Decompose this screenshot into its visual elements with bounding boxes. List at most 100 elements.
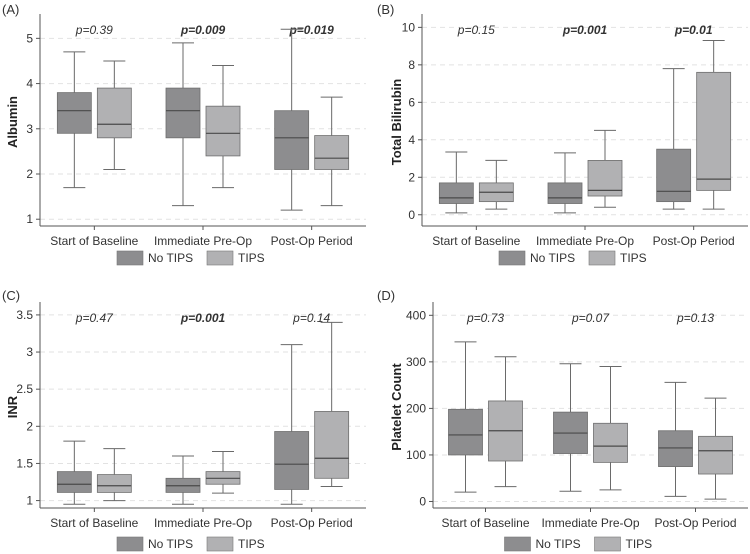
box-iqr: [165, 87, 201, 139]
p-value-label: p=0.01: [674, 23, 713, 37]
box-tips: [96, 448, 132, 502]
box-no-tips: [547, 152, 583, 214]
box-iqr: [656, 148, 692, 203]
p-value-label: p=0.15: [457, 23, 495, 37]
y-tick-label: 1.5: [16, 456, 33, 470]
y-tick-label: 1: [26, 212, 33, 226]
legend-label: No TIPS: [148, 537, 193, 551]
box-tips: [205, 451, 241, 494]
x-tick-label: Post-Op Period: [654, 516, 736, 530]
p-value-label: p=0.39: [75, 23, 113, 37]
legend-label: TIPS: [238, 537, 265, 551]
box-iqr: [56, 92, 92, 134]
box-iqr: [658, 430, 693, 467]
y-tick-label: 400: [406, 308, 426, 322]
box-no-tips: [438, 151, 474, 214]
box-tips: [587, 129, 623, 208]
y-tick-label: 6: [408, 95, 415, 109]
x-tick-label: Immediate Pre-Op: [536, 234, 634, 248]
panel-label: (D): [377, 288, 395, 303]
box-tips: [696, 39, 732, 210]
panel-label: (C): [2, 288, 20, 303]
y-tick-label: 2: [26, 167, 33, 181]
panel-3: (C) 1 1.5 2 2.5 3 3.5 INR Start of Baseline p=0.4…: [2, 288, 366, 552]
x-tick-label: Start of Baseline: [441, 516, 529, 530]
box-iqr: [448, 408, 483, 456]
box-iqr: [593, 422, 628, 463]
legend-swatch: [594, 536, 621, 552]
box-no-tips: [448, 341, 483, 493]
box-no-tips: [274, 28, 310, 211]
p-value-label: p=0.001: [180, 311, 226, 325]
box-no-tips: [658, 381, 693, 497]
box-tips: [593, 366, 628, 491]
x-tick-label: Start of Baseline: [50, 516, 138, 530]
legend-label: TIPS: [238, 251, 265, 265]
legend-label: TIPS: [626, 537, 653, 551]
p-value-label: p=0.009: [180, 23, 226, 37]
x-tick-label: Immediate Pre-Op: [154, 516, 252, 530]
y-tick-label: 1: [26, 494, 33, 508]
y-tick-label: 3: [26, 122, 33, 136]
box-iqr: [696, 71, 732, 191]
legend-swatch: [116, 536, 144, 552]
legend-label: No TIPS: [536, 537, 581, 551]
legend-swatch: [588, 250, 616, 266]
legend: No TIPS TIPS: [116, 250, 265, 266]
box-iqr: [314, 411, 350, 479]
box-tips: [488, 356, 523, 488]
panel-2: (B) 0 2 4 6 8 10 Total Bilirubin Start of Baseli…: [377, 2, 748, 266]
y-tick-label: 3.5: [16, 308, 33, 322]
box-tips: [478, 159, 514, 210]
box-no-tips: [656, 68, 692, 210]
x-tick-label: Immediate Pre-Op: [541, 516, 639, 530]
y-tick-label: 3: [26, 345, 33, 359]
legend-label: TIPS: [620, 251, 647, 265]
box-no-tips: [553, 363, 588, 492]
legend: No TIPS TIPS: [116, 536, 265, 552]
p-value-label: p=0.47: [75, 311, 114, 325]
p-value-label: p=0.019: [288, 23, 334, 37]
y-tick-label: 4: [26, 77, 33, 91]
legend: No TIPS TIPS: [498, 250, 647, 266]
y-tick-label: 10: [402, 20, 416, 34]
y-axis-label: Platelet Count: [389, 363, 404, 451]
p-value-label: p=0.73: [466, 311, 504, 325]
box-iqr: [698, 435, 733, 475]
x-tick-label: Post-Op Period: [653, 234, 735, 248]
box-iqr: [96, 474, 132, 493]
x-tick-label: Post-Op Period: [271, 234, 353, 248]
box-iqr: [274, 431, 310, 490]
panel-1: (A) 1 2 3 4 5 Albumin Start of Baseline p=0.39 Im…: [2, 2, 366, 266]
x-tick-label: Immediate Pre-Op: [154, 234, 252, 248]
p-value-label: p=0.07: [571, 311, 610, 325]
box-iqr: [438, 182, 474, 204]
box-iqr: [56, 471, 92, 493]
box-no-tips: [56, 51, 92, 189]
legend-label: No TIPS: [148, 251, 193, 265]
y-tick-label: 300: [406, 355, 426, 369]
legend-swatch: [206, 536, 234, 552]
y-tick-label: 2.5: [16, 382, 33, 396]
y-tick-label: 100: [406, 448, 426, 462]
panel-label: (A): [2, 2, 19, 17]
y-tick-label: 0: [419, 494, 426, 508]
p-value-label: p=0.14: [292, 311, 330, 325]
legend-swatch: [504, 536, 531, 552]
p-value-label: p=0.13: [676, 311, 714, 325]
p-value-label: p=0.001: [562, 23, 608, 37]
box-no-tips: [56, 440, 92, 505]
y-tick-label: 8: [408, 58, 415, 72]
box-no-tips: [274, 344, 310, 505]
legend-swatch: [498, 250, 526, 266]
box-iqr: [205, 105, 241, 157]
box-iqr: [96, 87, 132, 139]
box-tips: [698, 397, 733, 500]
box-iqr: [274, 110, 310, 170]
box-tips: [205, 64, 241, 189]
panel-label: (B): [377, 2, 394, 17]
box-no-tips: [165, 455, 201, 505]
box-iqr: [547, 182, 583, 204]
y-axis-label: Albumin: [5, 96, 20, 148]
